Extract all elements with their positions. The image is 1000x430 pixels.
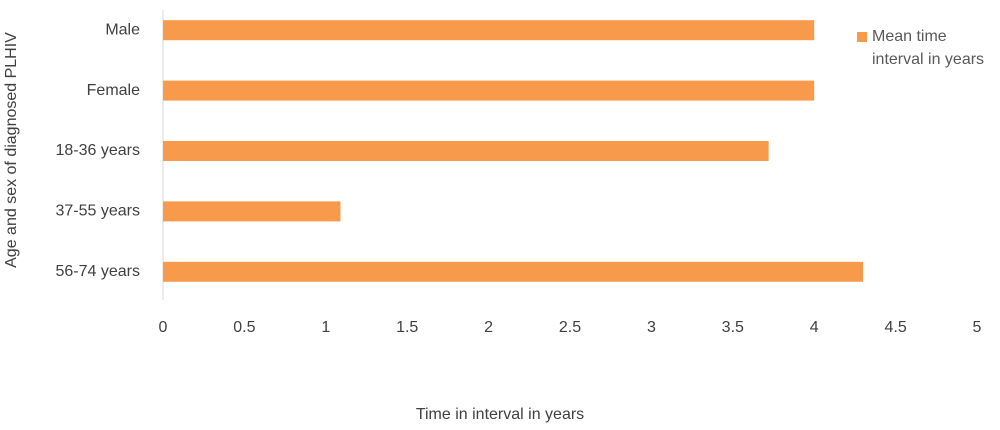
bar [163,20,815,41]
y-tick-label: 18-36 years [56,142,141,159]
legend-label: Mean time interval in years [872,28,985,68]
y-tick-label: 56-74 years [56,263,141,280]
x-tick-label: 2 [484,319,493,336]
x-tick-label: 3.5 [722,319,744,336]
legend-swatch [857,32,867,42]
x-tick-label: 2.5 [559,319,581,336]
bar [163,201,341,222]
x-tick-label: 0 [159,319,168,336]
x-tick-label: 0.5 [233,319,255,336]
x-tick-label: 5 [973,319,982,336]
x-tick-label: 3 [647,319,656,336]
bar [163,141,769,161]
x-tick-label: 4 [810,319,819,336]
y-tick-label: Female [87,82,140,99]
y-axis-title: Age and sex of diagnosed PLHIV [3,32,20,268]
x-axis-title: Time in interval in years [416,406,584,423]
y-tick-label: 37-55 years [56,203,141,220]
x-tick-label: 4.5 [884,319,906,336]
x-tick-label: 1 [321,319,330,336]
bar [163,261,864,282]
x-tick-label: 1.5 [396,319,418,336]
bar [163,80,815,101]
y-tick-label: Male [105,21,140,38]
